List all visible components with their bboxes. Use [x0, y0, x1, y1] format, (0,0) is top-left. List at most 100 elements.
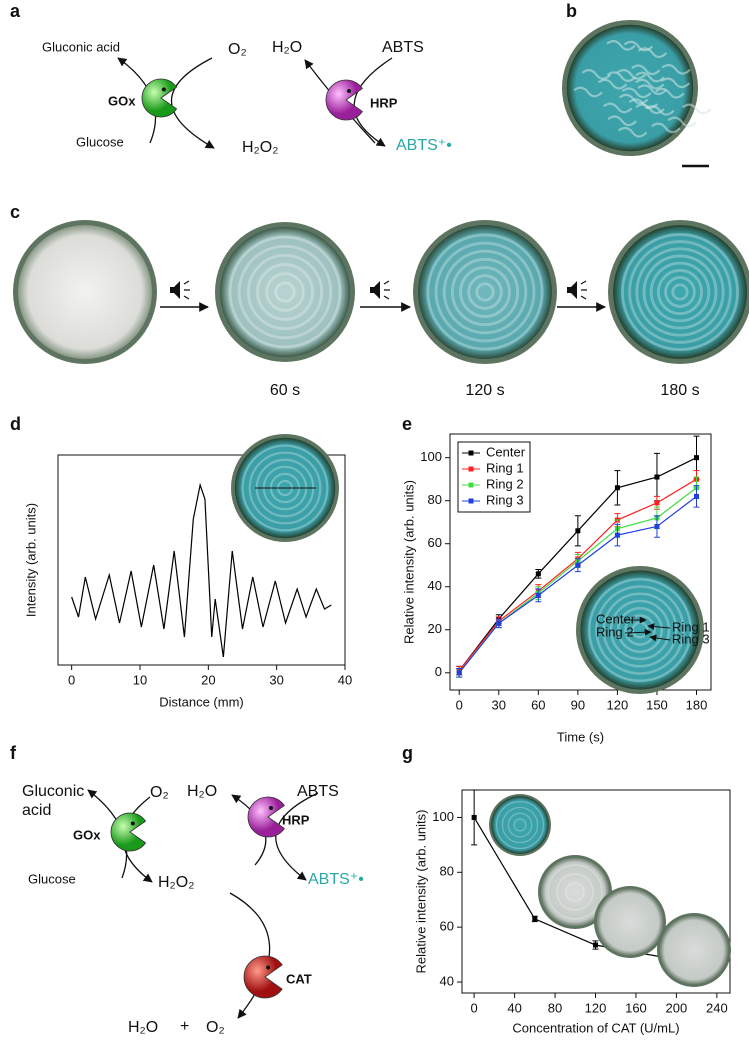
inset-label: Ring 1	[672, 619, 710, 634]
sound-waves	[183, 280, 190, 300]
data-point	[535, 592, 541, 598]
dish-ring	[556, 873, 594, 911]
legend-label: Ring 1	[486, 460, 524, 475]
data-point	[456, 670, 462, 676]
x-tick-label: 20	[201, 672, 215, 687]
label: +	[180, 1018, 189, 1035]
pattern	[655, 87, 685, 99]
enzyme	[247, 796, 285, 838]
enzyme-label: HRP	[370, 95, 398, 110]
pattern	[581, 69, 612, 80]
dish-ring	[265, 272, 305, 312]
dish-ring	[426, 233, 544, 351]
panel-label: a	[10, 1, 21, 21]
series-line	[473, 817, 717, 968]
y-tick-label: 100	[420, 449, 442, 464]
x-tick-label: 0	[471, 1000, 478, 1015]
dish-ring	[587, 577, 693, 683]
pattern	[667, 116, 697, 128]
x-tick-label: 0	[456, 697, 463, 712]
y-axis-label: Relative intensity (arb. units)	[413, 809, 428, 973]
inset-arrow	[649, 634, 671, 642]
dish	[659, 915, 729, 985]
x-tick-label: 10	[133, 672, 147, 687]
data-point	[532, 916, 538, 922]
label: H₂O₂	[158, 874, 194, 891]
enzyme-label: CAT	[286, 971, 312, 986]
legend-marker	[468, 450, 474, 456]
label: Glucose	[76, 134, 124, 149]
label: H₂O	[128, 1019, 158, 1036]
pattern	[607, 115, 637, 127]
dish-ring	[649, 261, 711, 323]
label: ABTS	[297, 783, 339, 800]
label: O₂	[228, 41, 247, 58]
arrow	[353, 57, 393, 147]
label: Gluconic	[22, 783, 84, 800]
dish-ring	[434, 241, 536, 343]
pattern	[573, 86, 603, 98]
pattern	[645, 105, 675, 116]
dish	[18, 225, 152, 359]
dish-ring	[450, 257, 520, 327]
label: ABTS⁺•	[308, 871, 364, 888]
y-tick-label: 20	[428, 621, 442, 636]
dish-ring	[595, 585, 685, 675]
pattern	[637, 84, 667, 96]
panel-label: f	[10, 743, 17, 763]
x-tick-label: 180	[686, 697, 708, 712]
label: Glucose	[28, 871, 76, 886]
legend-label: Ring 2	[486, 476, 524, 491]
pattern	[631, 64, 661, 76]
data-point	[614, 532, 620, 538]
dish-ring	[246, 253, 324, 331]
enzyme-label: GOx	[108, 93, 136, 108]
dish-ring	[664, 276, 696, 308]
sound-waves	[383, 280, 390, 300]
label: O₂	[150, 784, 169, 801]
data-point	[496, 620, 502, 626]
dish-ring	[442, 249, 528, 335]
pattern	[606, 71, 637, 83]
x-tick-label: 30	[492, 697, 506, 712]
x-axis-label: Distance (mm)	[159, 694, 244, 709]
pattern	[681, 103, 712, 115]
dish-ring	[513, 818, 527, 832]
speaker-icon	[567, 281, 577, 299]
arrow	[171, 57, 215, 149]
pattern	[635, 103, 665, 115]
dish-ring	[459, 266, 511, 318]
pattern	[628, 98, 659, 110]
inset-label: Ring 2	[596, 624, 634, 639]
pattern	[637, 47, 668, 59]
dish	[540, 857, 610, 927]
speaker-icon	[370, 281, 380, 299]
dish-ring	[467, 274, 503, 310]
x-tick-label: 0	[68, 672, 75, 687]
pattern	[661, 63, 691, 75]
dish-ring	[495, 800, 545, 850]
y-tick-label: 60	[428, 535, 442, 550]
scheme-f: Gluconic acid O₂ H₂O ABTS GOx HRP Glucos…	[22, 783, 364, 1036]
pattern	[617, 126, 648, 138]
series-line	[71, 482, 332, 658]
dish-ring	[274, 281, 296, 303]
panel-label: g	[402, 743, 413, 763]
dish	[596, 888, 664, 956]
x-tick-label: 150	[646, 697, 668, 712]
enzyme-eye	[266, 965, 271, 970]
dish-ring	[642, 254, 718, 330]
y-tick-label: 60	[440, 919, 454, 934]
enzyme-eye	[347, 89, 351, 93]
label: H₂O	[272, 39, 302, 56]
data-point	[575, 562, 581, 568]
dish-ring	[256, 263, 314, 321]
data-point	[575, 528, 581, 534]
pattern	[660, 77, 691, 89]
enzyme-label: GOx	[73, 827, 101, 842]
speaker-icon	[170, 281, 180, 299]
x-tick-label: 200	[666, 1000, 688, 1015]
x-axis-label: Concentration of CAT (U/mL)	[512, 1020, 679, 1035]
data-point	[654, 474, 660, 480]
